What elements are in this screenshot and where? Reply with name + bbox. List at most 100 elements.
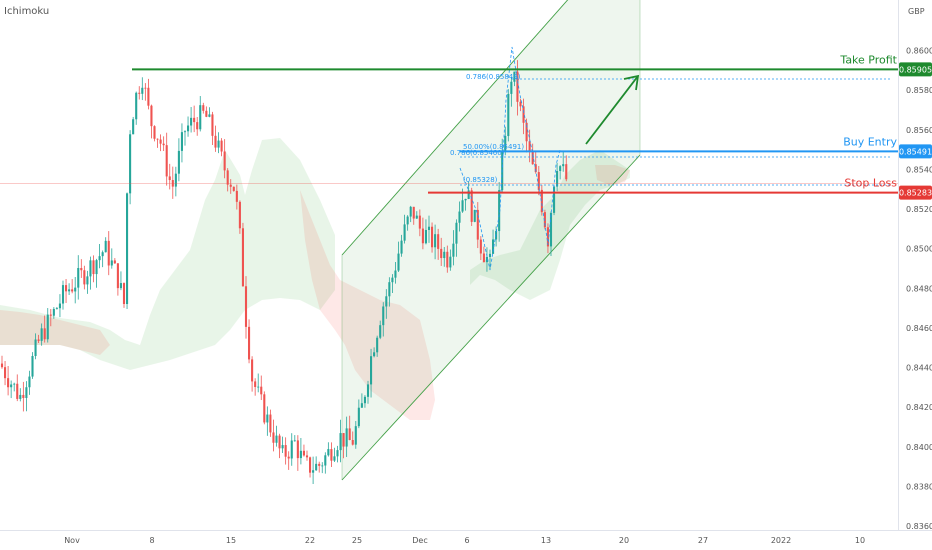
candle (180, 123, 183, 163)
time-tick: 25 (352, 536, 362, 545)
candle-body (68, 289, 71, 292)
candle (251, 356, 254, 392)
candle-body (394, 270, 397, 278)
candle (397, 241, 400, 273)
candle (351, 431, 354, 446)
candle-body (126, 193, 129, 305)
candle-body (318, 463, 321, 466)
indicator-label: Ichimoku (4, 6, 50, 17)
candle-body (309, 457, 312, 473)
candle-body (275, 435, 278, 443)
candle-body (290, 440, 293, 459)
candle (437, 228, 440, 260)
candle (376, 335, 379, 357)
candle (156, 138, 159, 148)
candle (58, 294, 61, 318)
candle-body (183, 131, 187, 133)
candle-body (147, 87, 150, 106)
candle-body (382, 306, 385, 326)
buy-entry-badge-text: 0.85491 (899, 147, 932, 156)
candle-body (92, 260, 95, 275)
candle-body (177, 150, 180, 174)
candle (379, 320, 382, 340)
time-tick: 2022 (771, 536, 791, 545)
candle (318, 461, 321, 473)
candle-body (339, 433, 342, 451)
candle-body (342, 433, 345, 447)
candle (65, 279, 68, 303)
candle (467, 181, 470, 200)
candle (220, 138, 223, 157)
time-tick: 10 (855, 536, 865, 545)
candle-body (211, 114, 214, 136)
candle (278, 433, 281, 459)
candle (129, 130, 132, 205)
stop-loss-badge-text: 0.85283 (899, 189, 932, 198)
candle-body (376, 337, 379, 353)
candle (302, 444, 305, 457)
candle-body (467, 190, 470, 199)
fib-label-2: 0.786(0.85460) (450, 149, 505, 157)
candle-body (434, 234, 437, 248)
candle (74, 276, 77, 304)
candle (540, 184, 543, 216)
candle (385, 289, 388, 319)
candle (37, 334, 40, 343)
candle (284, 437, 287, 465)
candle (260, 375, 263, 401)
candle-body (540, 189, 543, 213)
time-tick: 27 (698, 536, 708, 545)
candle (449, 249, 452, 271)
candle (25, 381, 28, 412)
candle (52, 307, 55, 319)
candle-body (19, 394, 22, 399)
candle (119, 271, 122, 291)
candle (22, 381, 25, 412)
candle (348, 415, 351, 441)
candle-body (403, 224, 406, 241)
candle-body (324, 455, 327, 466)
candle (248, 319, 251, 364)
candle-body (61, 285, 65, 304)
candle (458, 201, 461, 232)
fibonacci-annotations: 0.786(0.85849) 50.00%(0.85491)0.786(0.854… (450, 46, 890, 271)
candle-body (391, 277, 394, 283)
candle-body (470, 190, 473, 222)
candle (507, 89, 510, 142)
candle (336, 445, 339, 463)
time-tick: 6 (464, 536, 469, 545)
candle (83, 265, 86, 290)
candle-body (516, 71, 519, 102)
candle-body (455, 222, 458, 244)
candle-body (153, 126, 156, 139)
candle (126, 192, 129, 309)
candle-body (16, 383, 19, 399)
candle-body (58, 303, 61, 309)
time-tick: 22 (305, 536, 315, 545)
candle-body (257, 386, 260, 388)
candle (254, 378, 257, 396)
candle (339, 419, 342, 463)
candle-body (531, 151, 534, 165)
candle (418, 209, 421, 237)
buy-entry-price-badge: 0.85491 (899, 144, 932, 159)
candle-body (138, 92, 141, 94)
candle (223, 139, 226, 179)
candle (214, 125, 217, 152)
candle (238, 200, 241, 234)
candle (412, 206, 415, 225)
candle (333, 447, 336, 463)
candle-body (174, 173, 177, 187)
candle-body (461, 200, 464, 212)
time-axis[interactable]: Nov 8 15 22 25 Dec 6 13 20 27 2022 10 (64, 536, 865, 545)
candle-body (74, 287, 77, 292)
candle-body (168, 176, 171, 181)
candle-body (559, 166, 562, 172)
candle (290, 433, 293, 466)
